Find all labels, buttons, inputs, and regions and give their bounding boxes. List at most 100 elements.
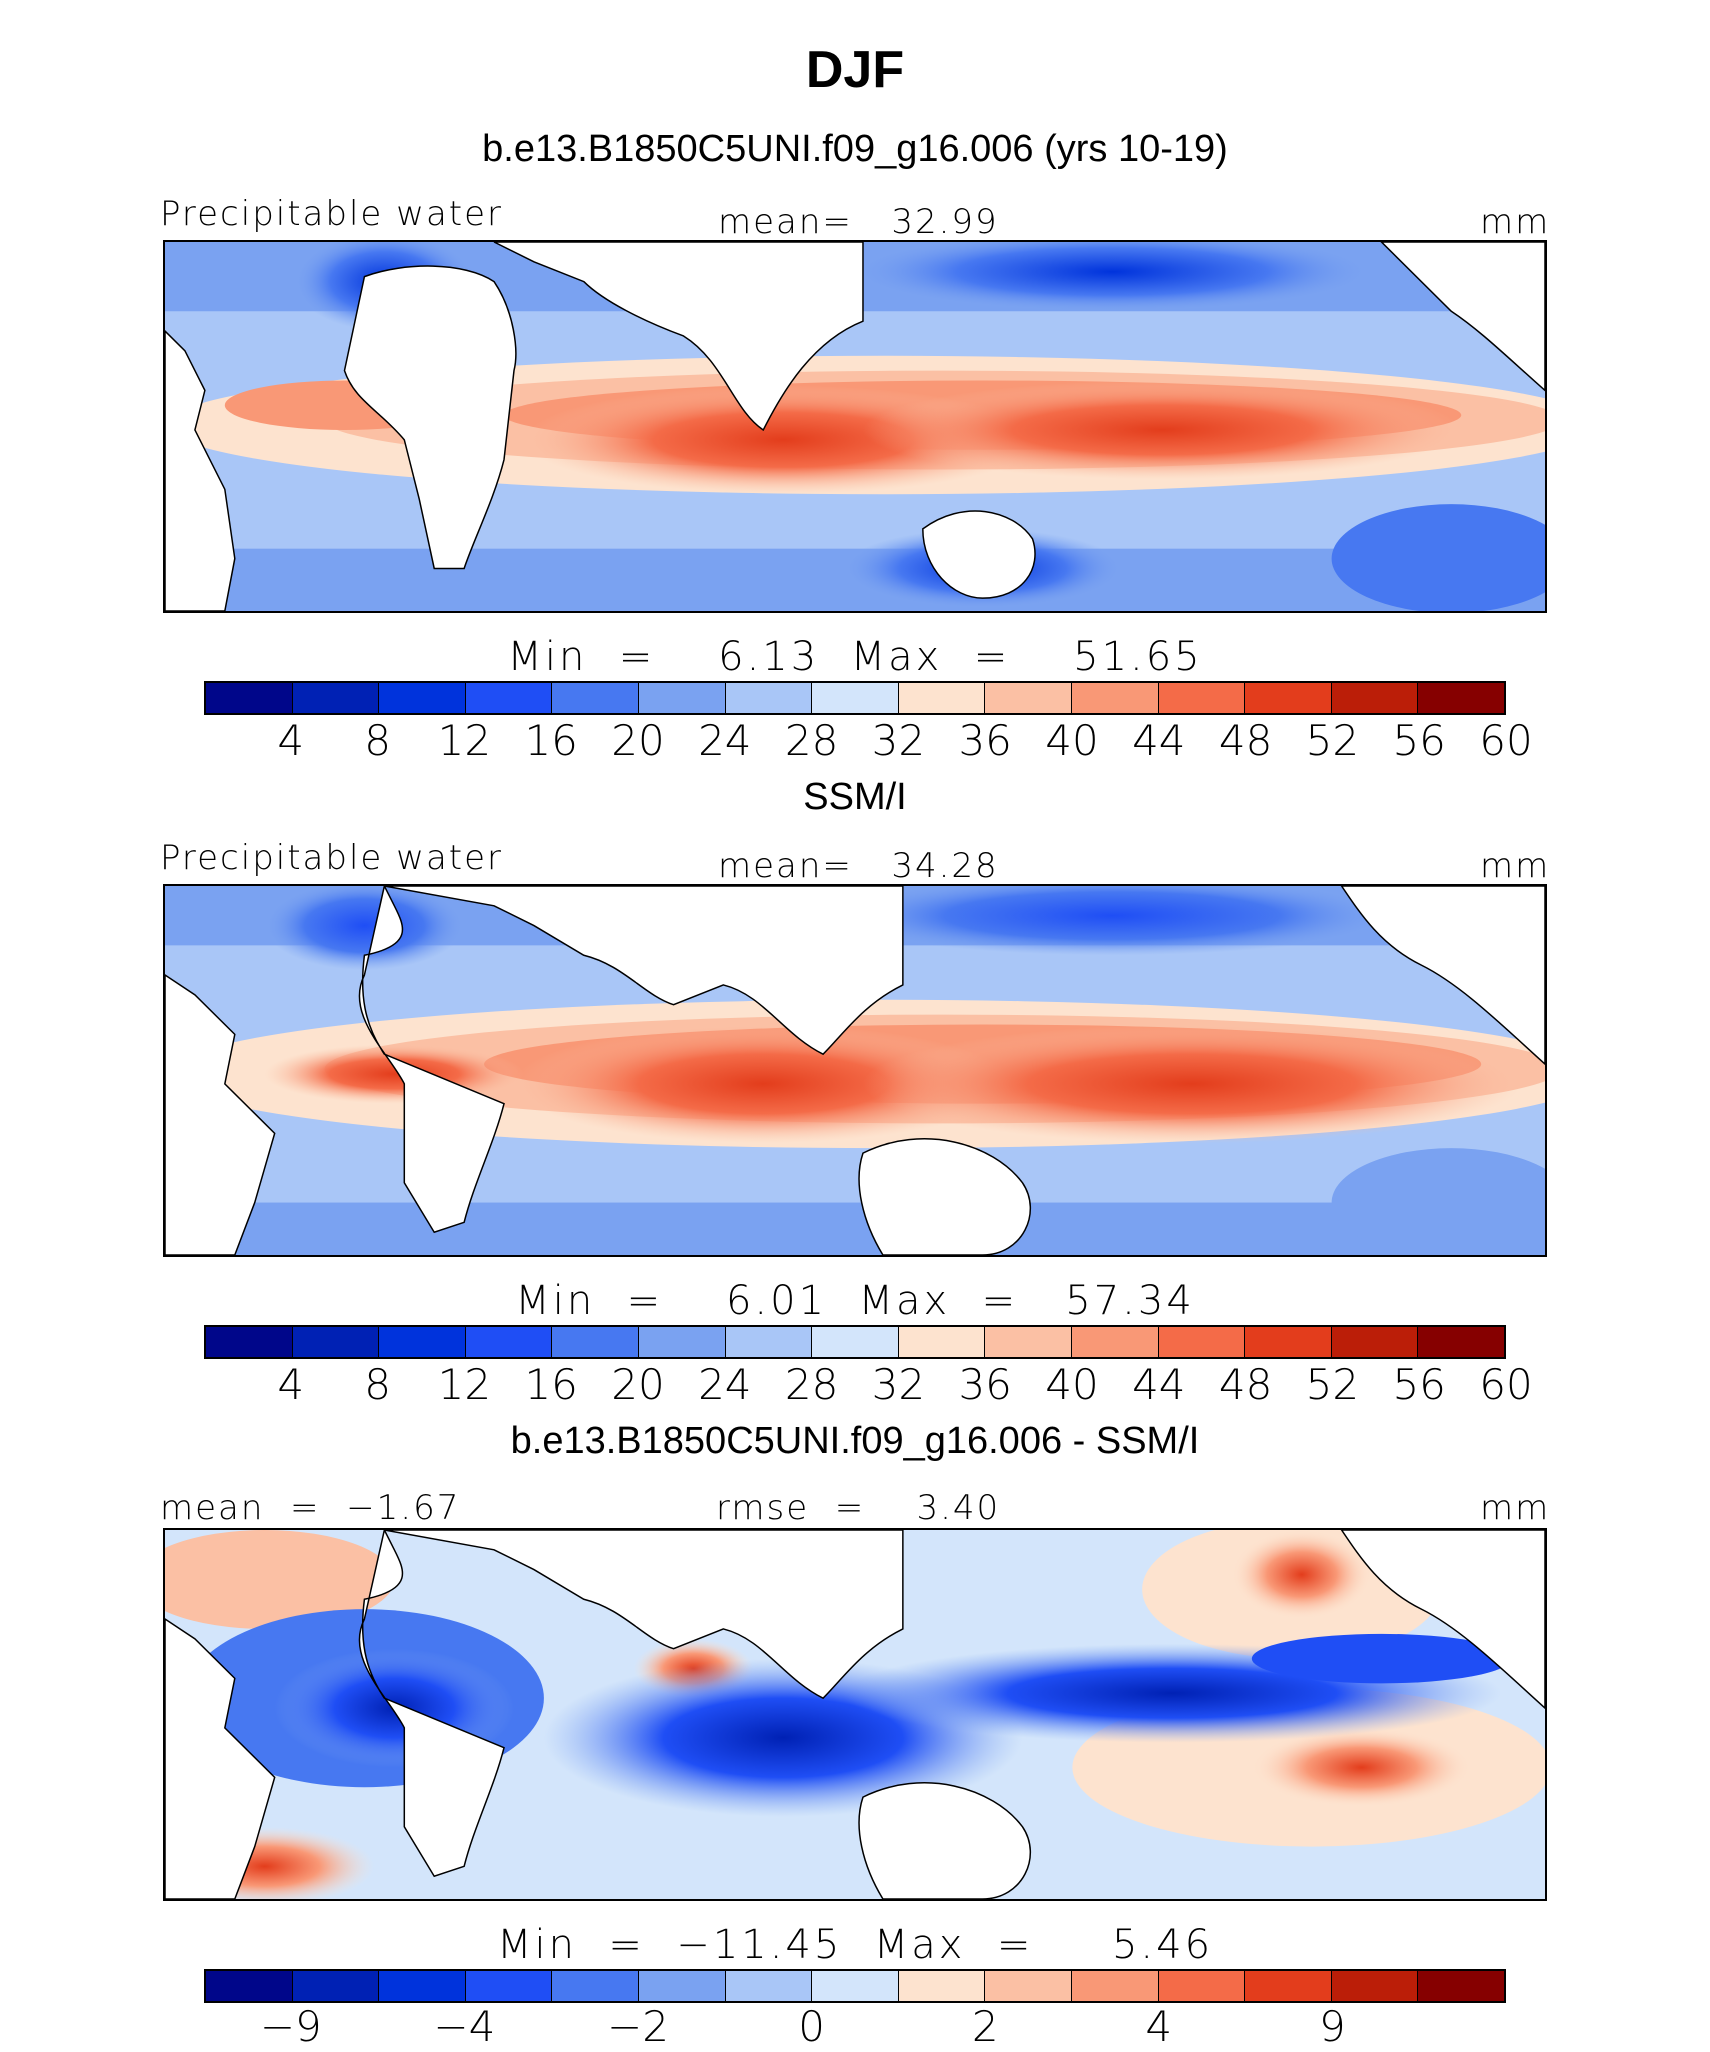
- colorbar-swatch: [1331, 683, 1419, 713]
- colorbar-tick-label: 12: [437, 716, 492, 765]
- colorbar-tick-label: 24: [698, 1360, 752, 1409]
- panel-1-colorbar: [204, 681, 1506, 715]
- colorbar-tick-label: 56: [1392, 716, 1446, 765]
- colorbar-swatch: [985, 683, 1072, 713]
- colorbar-swatch: [1418, 1327, 1504, 1357]
- colorbar-tick-label: 16: [524, 716, 578, 765]
- panel-3-colorbar-ticks: −9 −4 −2 0 2 4 9: [204, 2002, 1506, 2052]
- colorbar-tick-label: 48: [1218, 1360, 1273, 1409]
- colorbar-swatch: [1071, 1971, 1159, 2001]
- colorbar-swatch: [812, 683, 899, 713]
- colorbar-tick-label: 9: [1319, 2002, 1346, 2051]
- panel-3-title: b.e13.B1850C5UNI.f09_g16.006 - SSM/I: [510, 1420, 1200, 1462]
- colorbar-tick-label: 60: [1479, 716, 1533, 765]
- panel-3-colorbar: [204, 1969, 1506, 2003]
- colorbar-tick-label: 20: [611, 716, 665, 765]
- colorbar-swatch: [1245, 1327, 1332, 1357]
- colorbar-swatch: [206, 683, 293, 713]
- colorbar-swatch: [552, 1971, 639, 2001]
- colorbar-tick-label: 44: [1132, 716, 1186, 765]
- panel-2-units-label: mm: [1480, 846, 1551, 886]
- colorbar-swatch: [1071, 683, 1159, 713]
- colorbar-swatch: [1158, 1327, 1246, 1357]
- colorbar-swatch: [1331, 1971, 1419, 2001]
- colorbar-tick-label: 0: [798, 2002, 825, 2051]
- panel-1-mean-label: mean= 32.99: [718, 202, 999, 242]
- colorbar-tick-label: −2: [607, 2002, 669, 2051]
- colorbar-swatch: [1245, 683, 1332, 713]
- colorbar-tick-label: 60: [1479, 1360, 1533, 1409]
- colorbar-swatch: [1245, 1971, 1332, 2001]
- colorbar-swatch: [638, 683, 726, 713]
- panel-3-map: [163, 1528, 1547, 1901]
- colorbar-tick-label: 32: [871, 1360, 926, 1409]
- figure-title: DJF: [805, 41, 905, 99]
- colorbar-swatch: [1158, 1971, 1246, 2001]
- colorbar-swatch: [292, 1327, 380, 1357]
- panel-3-mean-label: mean = −1.67: [160, 1488, 461, 1528]
- colorbar-tick-label: 28: [784, 716, 839, 765]
- colorbar-swatch: [725, 1971, 813, 2001]
- colorbar-tick-label: 4: [1145, 2002, 1173, 2051]
- colorbar-swatch: [725, 683, 813, 713]
- panel-1-colorbar-ticks: 4 8 12 16 20 24 28 32 36 40 44 48 52 56 60: [204, 716, 1532, 766]
- colorbar-tick-label: 8: [364, 716, 391, 765]
- colorbar-swatch: [465, 683, 553, 713]
- colorbar-swatch: [898, 1327, 986, 1357]
- panel-2-colorbar: [204, 1325, 1506, 1359]
- colorbar-swatch: [206, 1327, 293, 1357]
- colorbar-swatch: [898, 1971, 986, 2001]
- colorbar-swatch: [292, 1971, 380, 2001]
- panel-2-map: [163, 884, 1547, 1257]
- panel-2-minmax: Min = 6.01 Max = 57.34: [515, 1278, 1195, 1324]
- colorbar-tick-label: 48: [1218, 716, 1273, 765]
- colorbar-swatch: [1418, 683, 1504, 713]
- panel-1-map: [163, 240, 1547, 613]
- colorbar-tick-label: 52: [1305, 1360, 1360, 1409]
- colorbar-tick-label: 40: [1045, 1360, 1099, 1409]
- colorbar-tick-label: 40: [1045, 716, 1099, 765]
- colorbar-swatch: [812, 1327, 899, 1357]
- colorbar-tick-label: 36: [958, 1360, 1012, 1409]
- colorbar-tick-label: 28: [784, 1360, 839, 1409]
- colorbar-swatch: [985, 1327, 1072, 1357]
- colorbar-tick-label: 8: [364, 1360, 391, 1409]
- colorbar-swatch: [379, 1971, 466, 2001]
- colorbar-tick-label: 32: [871, 716, 926, 765]
- colorbar-swatch: [206, 1971, 293, 2001]
- colorbar-swatch: [638, 1971, 726, 2001]
- panel-1-variable-label: Precipitable water: [160, 194, 504, 234]
- panel-2-variable-label: Precipitable water: [160, 838, 504, 878]
- colorbar-swatch: [1158, 683, 1246, 713]
- colorbar-tick-label: 16: [524, 1360, 578, 1409]
- colorbar-tick-label: 24: [698, 716, 752, 765]
- colorbar-swatch: [1331, 1327, 1419, 1357]
- panel-1-title: b.e13.B1850C5UNI.f09_g16.006 (yrs 10-19): [482, 128, 1228, 170]
- panel-3-minmax: Min = −11.45 Max = 5.46: [496, 1922, 1214, 1968]
- colorbar-tick-label: −9: [259, 2002, 322, 2051]
- panel-2-title: SSM/I: [803, 776, 907, 818]
- colorbar-swatch: [379, 683, 466, 713]
- colorbar-swatch: [638, 1327, 726, 1357]
- colorbar-swatch: [898, 683, 986, 713]
- colorbar-tick-label: 4: [277, 716, 305, 765]
- colorbar-swatch: [292, 683, 380, 713]
- colorbar-swatch: [465, 1327, 553, 1357]
- colorbar-tick-label: 52: [1305, 716, 1360, 765]
- colorbar-tick-label: 44: [1132, 1360, 1186, 1409]
- colorbar-swatch: [985, 1971, 1072, 2001]
- colorbar-swatch: [1071, 1327, 1159, 1357]
- colorbar-swatch: [552, 683, 639, 713]
- colorbar-swatch: [812, 1971, 899, 2001]
- colorbar-tick-label: 36: [958, 716, 1012, 765]
- panel-1-minmax: Min = 6.13 Max = 51.65: [507, 634, 1203, 680]
- colorbar-swatch: [379, 1327, 466, 1357]
- colorbar-tick-label: 4: [277, 1360, 305, 1409]
- colorbar-tick-label: 20: [611, 1360, 665, 1409]
- panel-2-mean-label: mean= 34.28: [718, 846, 999, 886]
- colorbar-tick-label: 2: [971, 2002, 999, 2051]
- colorbar-swatch: [465, 1971, 553, 2001]
- panel-3-units-label: mm: [1480, 1488, 1551, 1528]
- panel-2-colorbar-ticks: 4 8 12 16 20 24 28 32 36 40 44 48 52 56 60: [204, 1360, 1532, 1410]
- panel-3-rmse-label: rmse = 3.40: [716, 1488, 1001, 1528]
